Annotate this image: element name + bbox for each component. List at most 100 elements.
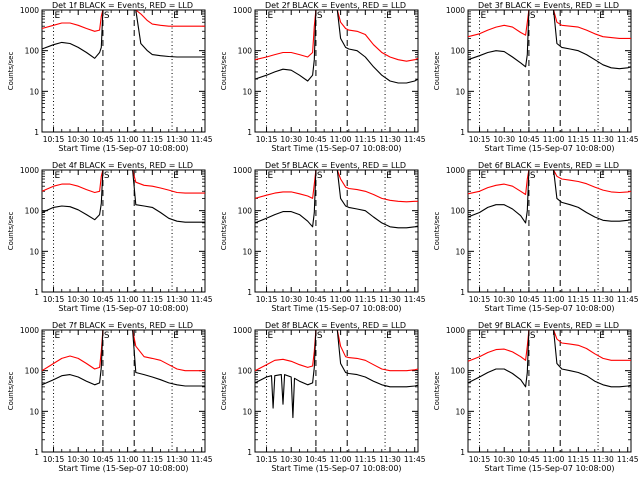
x-axis-label: Start Time (15-Sep-07 10:08:00) xyxy=(271,144,401,153)
y-axis-label: Counts/sec xyxy=(433,52,441,91)
x-tick-label: 11:45 xyxy=(404,455,426,464)
x-tick-label: 10:45 xyxy=(305,455,327,464)
x-axis-label: Start Time (15-Sep-07 10:08:00) xyxy=(484,144,614,153)
y-tick-label: 100 xyxy=(238,367,253,376)
lld-series-line xyxy=(467,169,632,196)
x-tick-label: 11:15 xyxy=(355,295,377,304)
y-tick-label: 100 xyxy=(451,207,466,216)
y-axis-label: Counts/sec xyxy=(7,372,15,411)
x-tick-label: 10:15 xyxy=(469,135,491,144)
x-axis-label: Start Time (15-Sep-07 10:08:00) xyxy=(484,304,614,313)
x-tick-label: 10:30 xyxy=(493,455,515,464)
plot-frame xyxy=(254,329,419,453)
y-tick-label: 100 xyxy=(25,367,40,376)
y-tick-label: 1 xyxy=(34,128,39,137)
time-marker-label: S xyxy=(317,171,323,181)
x-tick-label: 11:15 xyxy=(568,455,590,464)
x-tick-label: 11:15 xyxy=(142,135,164,144)
panel-title: Det 6f BLACK = Events, RED = LLD xyxy=(478,161,619,170)
time-marker-label: E xyxy=(173,331,179,341)
panel-title: Det 1f BLACK = Events, RED = LLD xyxy=(52,1,193,10)
x-tick-label: 11:45 xyxy=(191,135,213,144)
panel-title: Det 4f BLACK = Events, RED = LLD xyxy=(52,161,193,170)
events-series-line xyxy=(254,329,419,419)
lld-series-line xyxy=(467,9,631,39)
time-marker-label: S xyxy=(530,11,536,21)
events-series-line xyxy=(467,329,632,388)
x-tick-label: 11:45 xyxy=(617,455,639,464)
x-tick-label: 11:30 xyxy=(592,295,614,304)
panel-title: Det 2f BLACK = Events, RED = LLD xyxy=(265,1,406,10)
plot-frame xyxy=(254,169,419,293)
x-tick-label: 11:15 xyxy=(355,135,377,144)
x-tick-label: 11:00 xyxy=(330,295,352,304)
detector-panel: Det 3f BLACK = Events, RED = LLD Counts/s… xyxy=(433,1,639,153)
x-tick-label: 11:30 xyxy=(166,135,188,144)
panel-title: Det 3f BLACK = Events, RED = LLD xyxy=(478,1,619,10)
y-tick-label: 1 xyxy=(34,288,39,297)
lld-series-line xyxy=(41,169,205,194)
events-series-line xyxy=(41,9,205,59)
time-marker-label: S xyxy=(104,331,110,341)
panel-title: Det 9f BLACK = Events, RED = LLD xyxy=(478,321,619,330)
detector-panel: Det 6f BLACK = Events, RED = LLD Counts/s… xyxy=(433,161,639,313)
plot-frame xyxy=(467,329,632,453)
y-axis-label: Counts/sec xyxy=(7,212,15,251)
x-tick-label: 10:45 xyxy=(92,455,114,464)
events-series-line xyxy=(41,169,205,223)
y-tick-label: 1 xyxy=(247,288,252,297)
y-axis-label: Counts/sec xyxy=(220,372,228,411)
x-axis-label: Start Time (15-Sep-07 10:08:00) xyxy=(58,144,188,153)
plot-frame xyxy=(467,169,632,293)
time-marker-label: E xyxy=(386,171,392,181)
x-tick-label: 10:30 xyxy=(280,295,302,304)
events-series-line xyxy=(254,169,419,229)
time-marker-label: E xyxy=(173,11,179,21)
x-tick-label: 10:30 xyxy=(67,295,89,304)
x-tick-label: 11:45 xyxy=(617,135,639,144)
x-tick-label: 10:30 xyxy=(280,135,302,144)
y-tick-label: 10 xyxy=(455,87,465,96)
lld-series-line xyxy=(254,169,418,203)
x-tick-label: 10:45 xyxy=(518,135,540,144)
y-tick-label: 10 xyxy=(455,407,465,416)
y-axis-label: Counts/sec xyxy=(433,372,441,411)
x-tick-label: 11:30 xyxy=(379,455,401,464)
time-marker-label: E xyxy=(599,171,605,181)
y-tick-label: 1000 xyxy=(233,166,252,175)
x-tick-label: 10:45 xyxy=(305,295,327,304)
time-marker-label: E xyxy=(268,331,274,341)
x-axis-label: Start Time (15-Sep-07 10:08:00) xyxy=(271,464,401,473)
y-tick-label: 10 xyxy=(29,247,39,256)
detector-panel: Det 9f BLACK = Events, RED = LLD Counts/s… xyxy=(433,321,639,473)
plot-frame xyxy=(41,169,206,293)
time-marker-label: E xyxy=(481,171,487,181)
time-marker-label: E xyxy=(481,331,487,341)
x-tick-label: 11:30 xyxy=(592,455,614,464)
y-tick-label: 1 xyxy=(34,448,39,457)
x-tick-label: 11:15 xyxy=(142,295,164,304)
y-tick-label: 10 xyxy=(29,407,39,416)
x-tick-label: 11:00 xyxy=(117,295,139,304)
x-tick-label: 11:15 xyxy=(355,455,377,464)
x-tick-label: 11:00 xyxy=(543,135,565,144)
y-tick-label: 1 xyxy=(460,288,465,297)
y-tick-label: 100 xyxy=(451,367,466,376)
detector-panel: Det 5f BLACK = Events, RED = LLD Counts/s… xyxy=(220,161,426,313)
time-marker-label: S xyxy=(530,331,536,341)
y-tick-label: 10 xyxy=(455,247,465,256)
time-marker-label: S xyxy=(317,331,323,341)
x-tick-label: 10:30 xyxy=(493,135,515,144)
time-marker-label: E xyxy=(386,331,392,341)
x-tick-label: 10:15 xyxy=(256,135,278,144)
x-axis-label: Start Time (15-Sep-07 10:08:00) xyxy=(58,464,188,473)
events-series-line xyxy=(41,329,205,387)
x-tick-label: 10:15 xyxy=(43,455,65,464)
x-tick-label: 10:15 xyxy=(469,295,491,304)
y-tick-label: 1000 xyxy=(20,166,39,175)
y-tick-label: 10 xyxy=(242,407,252,416)
time-marker-label: S xyxy=(317,11,323,21)
y-axis-label: Counts/sec xyxy=(7,52,15,91)
x-tick-label: 11:30 xyxy=(166,295,188,304)
